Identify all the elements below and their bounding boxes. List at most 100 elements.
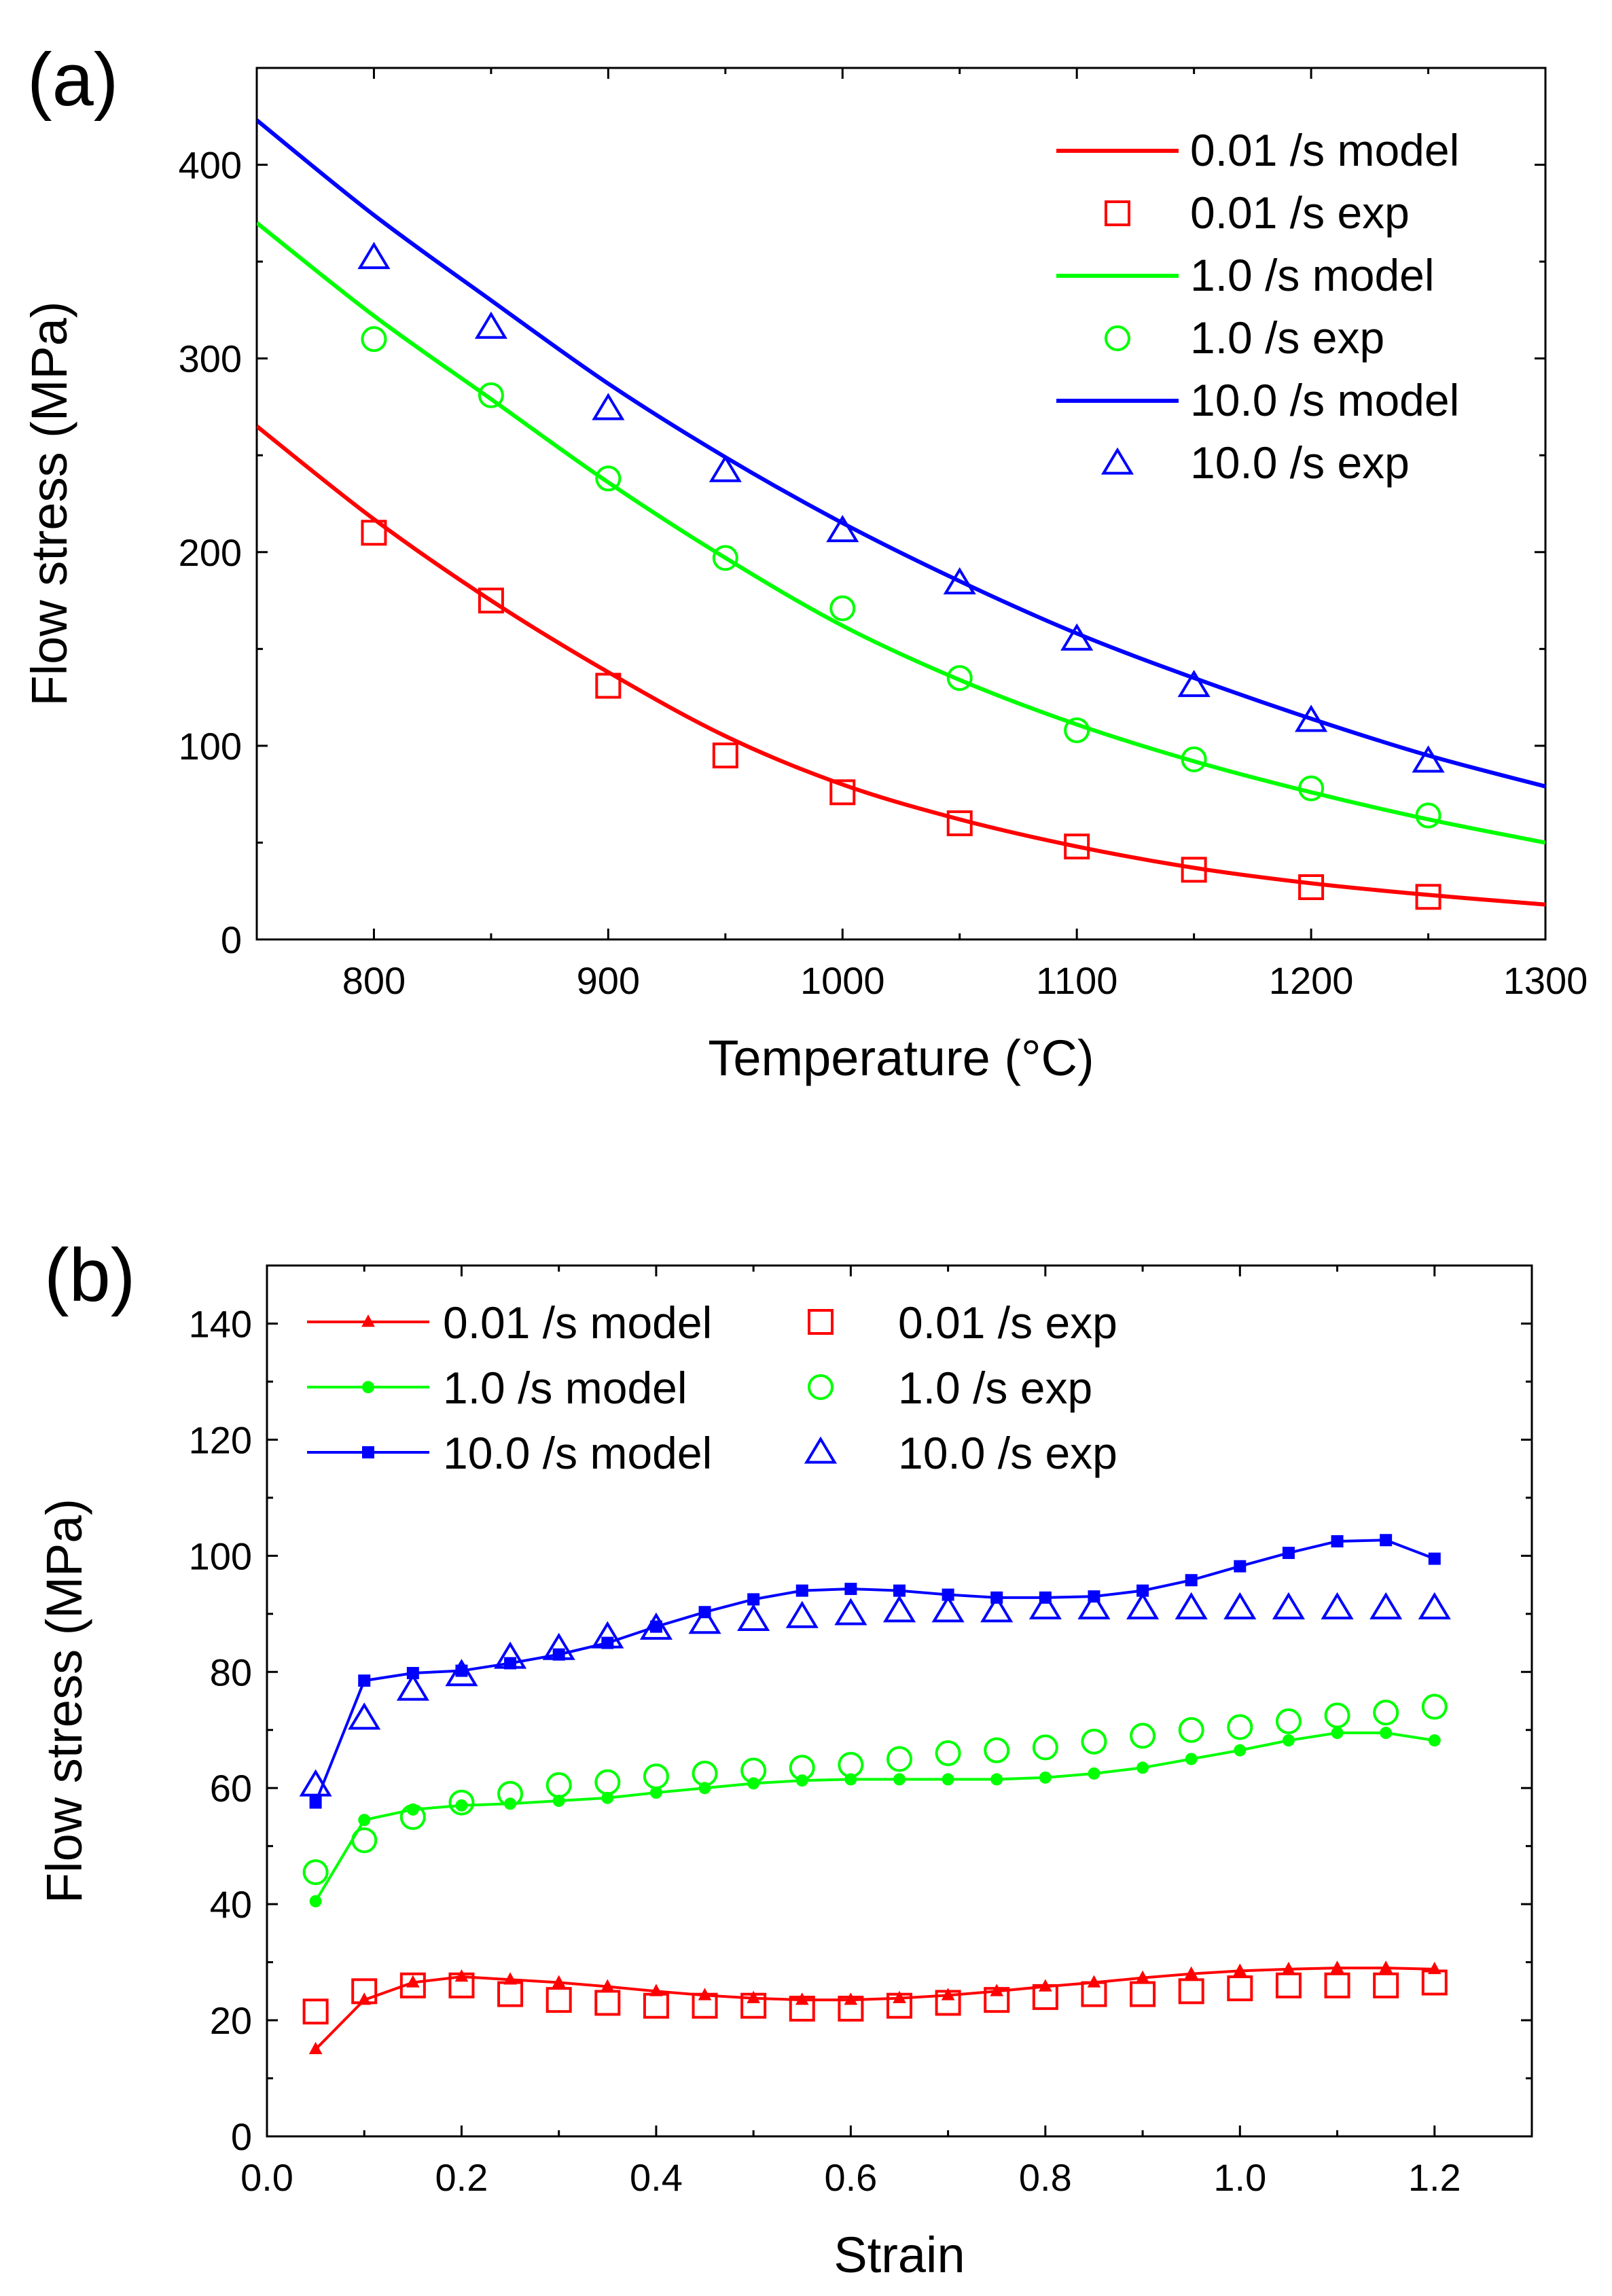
data-point [595, 465, 622, 492]
data-point [990, 1984, 1004, 1996]
x-tick-label: 900 [577, 959, 640, 1002]
data-point [497, 1780, 524, 1807]
y-axis-label: Flow stress (MPa) [21, 301, 77, 706]
legend: 0.01 /s model 0.01 /s exp 1.0 /s model 1.0 … [1056, 125, 1459, 488]
data-point [1331, 1727, 1344, 1740]
data-point [1032, 1984, 1058, 2010]
data-point [1412, 745, 1445, 773]
legend-swatch-marker [362, 1381, 374, 1393]
data-point [692, 1760, 718, 1787]
data-point [980, 1595, 1014, 1623]
data-point [942, 1588, 954, 1601]
data-point [1428, 1734, 1441, 1747]
data-point [838, 1995, 864, 2022]
data-point [595, 672, 622, 699]
x-tick-label: 0.0 [240, 2156, 293, 2199]
data-point [893, 1990, 906, 2003]
x-tick-label: 1000 [800, 959, 885, 1002]
data-point [545, 1987, 572, 2013]
data-point [935, 1740, 961, 1766]
legend-label: 0.01 /s exp [898, 1297, 1117, 1348]
data-point [478, 382, 504, 408]
data-point [886, 1746, 912, 1772]
data-point [1324, 1702, 1350, 1729]
data-point [594, 1990, 621, 2016]
legend-label: 10.0 /s model [1190, 375, 1459, 425]
series-1-0-s-exp [302, 1693, 1448, 1886]
x-tick-label: 1100 [1036, 959, 1117, 1002]
series-10-0-s-exp [299, 1592, 1451, 1797]
data-point [454, 1969, 469, 1982]
data-point [990, 1773, 1003, 1786]
data-point [1234, 1560, 1247, 1573]
data-point [1321, 1592, 1354, 1619]
data-point [1369, 1592, 1403, 1619]
data-point [893, 1773, 906, 1786]
legend-swatch-marker [362, 1446, 374, 1458]
data-point [601, 1791, 614, 1804]
legend-swatch-marker [361, 1314, 375, 1327]
data-point [308, 2041, 323, 2055]
data-point [494, 1641, 527, 1669]
data-point [1130, 1723, 1156, 1749]
data-point [649, 1620, 662, 1633]
data-point [351, 1827, 378, 1854]
data-point [592, 393, 625, 420]
panel-b-chart: 0.0 0.2 0.4 0.6 0.8 1.0 1.2 0 20 40 60 80 100 120 140 S… [36, 1234, 1533, 2283]
data-point [348, 1702, 381, 1730]
legend-label: 1.0 /s exp [1190, 312, 1384, 363]
data-point [1175, 1592, 1208, 1619]
data-point [448, 1972, 475, 1998]
data-point [455, 1799, 468, 1812]
x-tick-label: 1.2 [1408, 2156, 1461, 2199]
data-point [406, 1666, 419, 1679]
legend-label: 0.01 /s model [443, 1297, 712, 1348]
data-point [1373, 1972, 1399, 1998]
data-point [844, 1583, 857, 1596]
x-tick-label: 0.6 [824, 2156, 877, 2199]
legend-swatch [804, 1436, 838, 1464]
series-1-0-s-model [309, 1727, 1441, 1907]
data-point [1282, 1734, 1295, 1747]
data-point [1136, 1584, 1149, 1597]
data-point [358, 1674, 371, 1687]
series-line [315, 1967, 1435, 2051]
data-point [1298, 874, 1325, 901]
x-tick-label: 0.8 [1019, 2156, 1072, 2199]
series-line [257, 425, 1545, 907]
data-point [1223, 1592, 1257, 1619]
data-point [361, 326, 387, 353]
data-point [1064, 717, 1090, 744]
data-point [709, 454, 742, 482]
data-point [1421, 1693, 1448, 1720]
y-tick-label: 400 [179, 144, 242, 187]
x-tick-label: 800 [342, 959, 406, 1002]
data-point [844, 1992, 858, 2005]
data-point [649, 1787, 662, 1799]
data-point [1298, 775, 1325, 802]
series-1-0-s-exp [361, 326, 1441, 829]
y-tick-label: 300 [179, 338, 242, 380]
series-0-01-s-model [257, 425, 1545, 907]
data-point [935, 1990, 961, 2016]
legend-item-10-0-s-model: 10.0 /s model [307, 1428, 712, 1478]
panel-a-chart: 800 900 1000 1100 1200 1300 0 100 200 300 400 Tempe… [21, 38, 1588, 1086]
data-point [1028, 1592, 1062, 1619]
data-point [1275, 1708, 1302, 1734]
panel-title: (a) [27, 38, 118, 122]
legend-item-10-0-s-exp: 10.0 /s exp [804, 1428, 1117, 1478]
data-point [357, 241, 391, 270]
data-point [1275, 1972, 1302, 1998]
data-point [361, 520, 387, 546]
data-point [1081, 1728, 1107, 1755]
legend-label: 10.0 /s model [443, 1428, 712, 1478]
legend-item-0-01-s-exp: 0.01 /s exp [1105, 187, 1410, 238]
data-point [886, 1992, 912, 2019]
y-tick-label: 120 [189, 1418, 252, 1461]
data-point [1060, 623, 1094, 651]
data-point [591, 1621, 624, 1649]
series-line [314, 1539, 1435, 1804]
data-point [747, 1593, 760, 1606]
x-axis-label: Strain [834, 2227, 965, 2283]
